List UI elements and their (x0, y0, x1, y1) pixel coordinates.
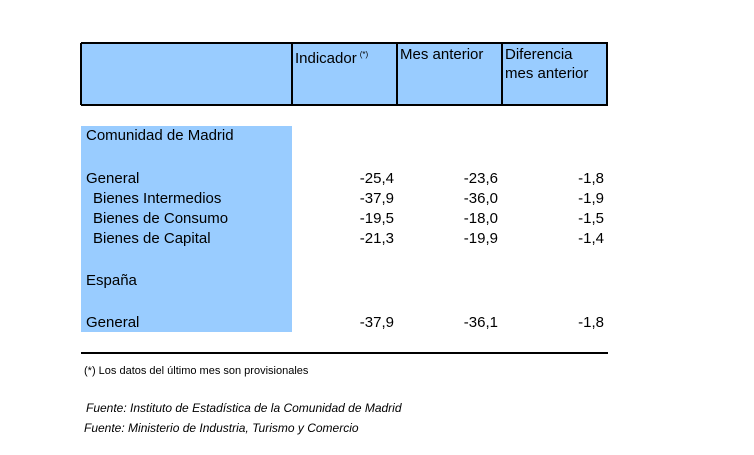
source-line: Fuente: Instituto de Estadística de la C… (86, 401, 402, 415)
table-bottom-border (81, 352, 608, 354)
header-top-border (81, 42, 608, 44)
header-border-right (606, 43, 608, 105)
cell-indicador: -25,4 (359, 170, 394, 187)
header-indicador-label: Indicador (295, 50, 357, 67)
cell-mes-anterior: -23,6 (463, 170, 498, 187)
cell-mes-anterior: -19,9 (463, 230, 498, 247)
header-blank-cell (81, 43, 292, 105)
cell-mes-anterior: -36,1 (463, 314, 498, 331)
section-title-madrid: Comunidad de Madrid (86, 127, 234, 144)
section-title-espana: España (86, 272, 137, 289)
header-indicador: Indicador (*) (292, 43, 397, 105)
cell-diferencia: -1,4 (578, 230, 604, 247)
header-diferencia: Diferencia mes anterior (502, 43, 607, 105)
header-diferencia-line1: Diferencia (505, 46, 573, 63)
cell-indicador: -37,9 (359, 314, 394, 331)
label-column-background (81, 126, 292, 332)
cell-mes-anterior: -18,0 (463, 210, 498, 227)
source-line: Fuente: Ministerio de Industria, Turismo… (84, 421, 359, 435)
cell-diferencia: -1,5 (578, 210, 604, 227)
row-label: Bienes de Capital (93, 230, 211, 247)
row-label: General (86, 314, 140, 331)
header-border-2 (396, 43, 398, 105)
header-border-1 (291, 43, 293, 105)
cell-mes-anterior: -36,0 (463, 190, 498, 207)
header-border-3 (501, 43, 503, 105)
header-mes-anterior: Mes anterior (397, 43, 502, 105)
header-indicador-mark: (*) (359, 50, 369, 59)
cell-diferencia: -1,8 (578, 170, 604, 187)
row-label: Bienes Intermedios (93, 190, 222, 207)
header-bottom-border (81, 104, 608, 106)
row-label: Bienes de Consumo (93, 210, 229, 227)
cell-diferencia: -1,9 (578, 190, 604, 207)
header-diferencia-line2: mes anterior (505, 65, 589, 82)
cell-indicador: -37,9 (359, 190, 394, 207)
cell-indicador: -19,5 (359, 210, 394, 227)
row-label: General (86, 170, 140, 187)
footnote: (*) Los datos del último mes son provisi… (84, 365, 309, 377)
cell-diferencia: -1,8 (578, 314, 604, 331)
header-border-left (80, 43, 82, 105)
cell-indicador: -21,3 (359, 230, 394, 247)
